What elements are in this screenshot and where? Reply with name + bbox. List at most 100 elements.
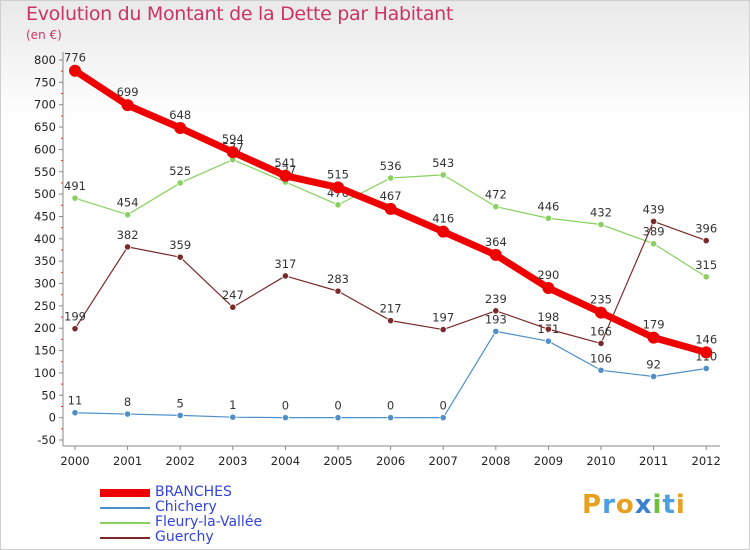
proxiti-logo: Proxiti — [582, 490, 686, 520]
data-label-chichery: 0 — [334, 399, 341, 413]
data-label-fleury-la-vall-e: 543 — [432, 156, 454, 170]
unit-label: (en €) — [26, 28, 62, 42]
data-point-guerchy — [649, 217, 658, 225]
data-point-guerchy — [229, 303, 237, 311]
data-label-branches: 541 — [274, 156, 296, 170]
chart-title: Evolution du Montant de la Dette par Hab… — [26, 3, 454, 25]
data-label-branches: 776 — [64, 51, 86, 65]
logo-letter: o — [615, 490, 635, 520]
data-point-fleury-la-vall-e — [702, 273, 710, 281]
data-label-guerchy: 239 — [485, 292, 507, 306]
data-label-guerchy: 382 — [117, 228, 139, 242]
data-label-branches: 515 — [327, 167, 349, 181]
y-tick-label: 150 — [34, 344, 56, 358]
y-tick-label: 50 — [41, 388, 56, 402]
data-label-fleury-la-vall-e: 389 — [643, 225, 665, 239]
data-point-chichery — [386, 414, 395, 422]
data-point-chichery — [229, 413, 237, 421]
data-label-chichery: 0 — [440, 399, 447, 413]
data-point-branches — [174, 121, 187, 134]
data-label-guerchy: 199 — [64, 310, 86, 324]
data-label-guerchy: 198 — [537, 310, 559, 324]
y-tick-label: 350 — [34, 254, 56, 268]
data-point-branches — [700, 346, 713, 359]
data-point-fleury-la-vall-e — [544, 214, 553, 222]
y-tick-label: 800 — [34, 53, 56, 67]
x-tick-label: 2011 — [639, 454, 668, 468]
data-point-branches — [647, 331, 660, 344]
data-point-guerchy — [176, 253, 184, 261]
x-tick-label: 2002 — [166, 454, 195, 468]
x-tick-label: 2010 — [586, 454, 615, 468]
legend-swatch — [100, 537, 150, 539]
data-label-branches: 364 — [485, 235, 507, 249]
data-label-fleury-la-vall-e: 536 — [380, 159, 402, 173]
legend-swatch — [100, 522, 150, 524]
data-point-fleury-la-vall-e — [649, 240, 658, 248]
data-label-fleury-la-vall-e: 454 — [117, 196, 139, 210]
data-point-branches — [226, 146, 239, 159]
data-point-guerchy — [281, 272, 289, 280]
data-point-chichery — [281, 414, 289, 422]
data-label-branches: 416 — [432, 212, 454, 226]
y-tick-label: 550 — [34, 165, 56, 179]
data-point-chichery — [176, 411, 184, 420]
y-tick-label: 700 — [34, 98, 56, 112]
data-point-branches — [489, 248, 502, 261]
logo-letter: t — [662, 490, 676, 520]
data-label-branches: 594 — [222, 132, 244, 146]
data-label-branches: 648 — [169, 108, 191, 122]
logo-letter: i — [675, 490, 686, 520]
data-label-guerchy: 283 — [327, 272, 349, 286]
data-label-fleury-la-vall-e: 315 — [695, 258, 717, 272]
data-point-guerchy — [702, 237, 710, 245]
logo-letter: P — [582, 490, 603, 520]
data-point-branches — [332, 181, 344, 194]
data-point-chichery — [649, 372, 658, 381]
data-point-chichery — [439, 414, 447, 422]
data-point-chichery — [492, 327, 500, 335]
data-point-branches — [69, 64, 81, 77]
data-point-guerchy — [386, 317, 395, 325]
data-label-chichery: 5 — [177, 396, 184, 410]
y-tick-label: 100 — [34, 366, 56, 380]
data-point-fleury-la-vall-e — [176, 179, 184, 187]
x-tick-label: 2012 — [692, 454, 721, 468]
data-point-chichery — [124, 410, 132, 418]
data-label-chichery: 106 — [590, 351, 612, 365]
x-tick-label: 2008 — [481, 454, 510, 468]
data-point-fleury-la-vall-e — [492, 203, 500, 211]
data-label-chichery: 0 — [387, 399, 394, 413]
y-tick-label: 0 — [49, 411, 56, 425]
data-point-branches — [384, 202, 397, 215]
x-tick-label: 2005 — [323, 454, 352, 468]
x-tick-label: 2001 — [113, 454, 142, 468]
data-label-guerchy: 247 — [222, 288, 244, 302]
y-tick-label: 200 — [34, 321, 56, 335]
y-tick-label: 250 — [34, 299, 56, 313]
data-label-branches: 235 — [590, 293, 612, 307]
data-point-fleury-la-vall-e — [124, 211, 132, 219]
data-point-branches — [542, 282, 555, 294]
data-point-guerchy — [544, 325, 553, 333]
y-tick-label: 600 — [34, 142, 56, 156]
data-point-guerchy — [439, 325, 447, 334]
data-point-guerchy — [124, 243, 132, 251]
y-tick-label: -50 — [37, 433, 56, 447]
y-tick-label: 300 — [34, 277, 56, 291]
data-label-fleury-la-vall-e: 432 — [590, 206, 612, 220]
data-label-guerchy: 317 — [274, 257, 296, 271]
data-point-fleury-la-vall-e — [386, 174, 395, 182]
x-tick-label: 2004 — [271, 454, 300, 468]
data-point-branches — [437, 225, 450, 238]
data-point-guerchy — [334, 287, 342, 295]
data-point-chichery — [544, 337, 553, 345]
x-tick-label: 2000 — [60, 454, 89, 468]
legend-label: Guerchy — [155, 529, 214, 545]
data-point-fleury-la-vall-e — [439, 171, 447, 179]
data-label-guerchy: 439 — [643, 202, 665, 216]
data-label-branches: 699 — [117, 85, 139, 99]
data-label-guerchy: 217 — [380, 302, 402, 316]
